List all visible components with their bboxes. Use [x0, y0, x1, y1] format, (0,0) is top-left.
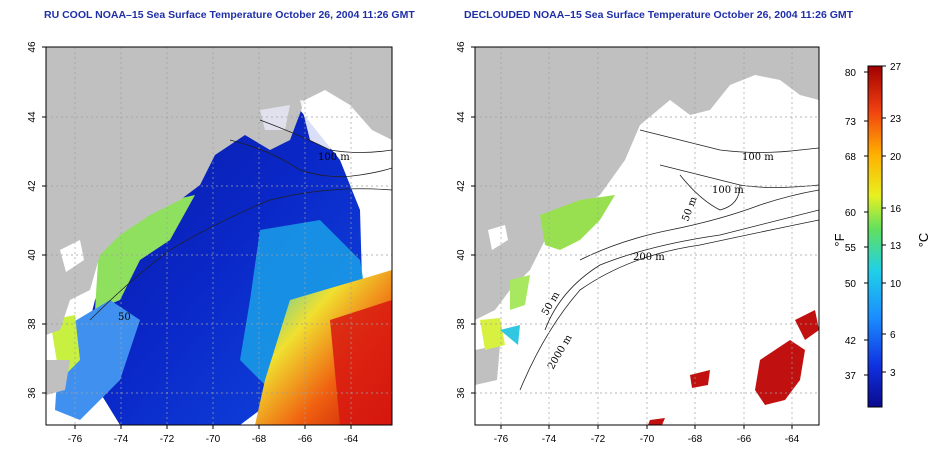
colorbar-celsius-tick: 16: [890, 204, 902, 215]
right-lat-tick: 42: [456, 180, 467, 192]
left-land: [46, 47, 392, 335]
colorbar-celsius-tick: 23: [890, 114, 902, 125]
left-lat-tick: 38: [27, 318, 38, 330]
colorbar-celsius-tick: 10: [890, 279, 902, 290]
colorbar-celsius-tick: 27: [890, 62, 902, 73]
left-lat-tick: 40: [27, 249, 38, 261]
right-lon-tick: -68: [688, 434, 703, 445]
colorbar-fahrenheit-tick: 80: [845, 68, 857, 79]
right-lat-tick: 46: [456, 41, 467, 53]
right-lat-tick: 38: [456, 318, 467, 330]
left-map-title: RU COOL NOAA–15 Sea Surface Temperature …: [44, 9, 415, 21]
right-lat-tick: 44: [456, 111, 467, 123]
right-lon-tick: -66: [737, 434, 752, 445]
right-lon-tick: -64: [785, 434, 800, 445]
left-lon-tick: -74: [114, 434, 129, 445]
left-map-area: 100 m 50: [46, 47, 392, 425]
left-lon-tick: -64: [344, 434, 359, 445]
colorbar-fahrenheit-tick: 73: [845, 117, 857, 128]
left-lon-tick: -70: [206, 434, 221, 445]
left-lat-tick: 42: [27, 180, 38, 192]
colorbar-fahrenheit-tick: 50: [845, 279, 857, 290]
colorbar-fahrenheit-tick: 68: [845, 152, 857, 163]
right-map-title: DECLOUDED NOAA–15 Sea Surface Temperatur…: [464, 9, 854, 21]
left-lat-tick: 46: [27, 41, 38, 53]
colorbar-fahrenheit-tick: 42: [845, 336, 857, 347]
temperature-colorbar: [867, 65, 883, 408]
right-lat-tick: 36: [456, 387, 467, 399]
colorbar-celsius-label: °C: [916, 233, 931, 248]
left-map-frame: [45, 46, 393, 426]
right-contour-label: 100 m: [742, 152, 774, 163]
right-lon-tick: -74: [542, 434, 557, 445]
right-lon-tick: -76: [494, 434, 509, 445]
left-lat-tick: 36: [27, 387, 38, 399]
left-lat-tick: 44: [27, 111, 38, 123]
colorbar-celsius-tick: 13: [890, 241, 902, 252]
right-contour-label: 200 m: [633, 252, 665, 263]
right-lon-tick: -72: [591, 434, 606, 445]
left-lon-tick: -66: [298, 434, 313, 445]
colorbar-celsius-tick: 3: [890, 368, 896, 379]
colorbar-fahrenheit-label: °F: [832, 233, 847, 246]
right-land: [475, 47, 819, 320]
right-lon-tick: -70: [640, 434, 655, 445]
colorbar-fahrenheit-tick: 37: [845, 371, 857, 382]
right-warm-water: [755, 340, 805, 405]
colorbar-celsius-tick: 20: [890, 152, 902, 163]
left-lon-tick: -72: [160, 434, 175, 445]
left-lon-tick: -68: [252, 434, 267, 445]
right-contour-label: 100 m: [712, 185, 744, 196]
colorbar-celsius-tick: 6: [890, 330, 896, 341]
left-lon-tick: -76: [68, 434, 83, 445]
colorbar-fahrenheit-tick: 60: [845, 208, 857, 219]
right-lat-tick: 40: [456, 249, 467, 261]
right-map-area: 100 m 100 m 50 m 200 m 50 m 2000 m: [475, 47, 819, 425]
right-shelf-water: [540, 195, 615, 250]
left-contour-label: 50: [118, 312, 131, 323]
left-contour-label: 100 m: [318, 152, 350, 163]
colorbar-fahrenheit-tick: 55: [845, 243, 857, 254]
